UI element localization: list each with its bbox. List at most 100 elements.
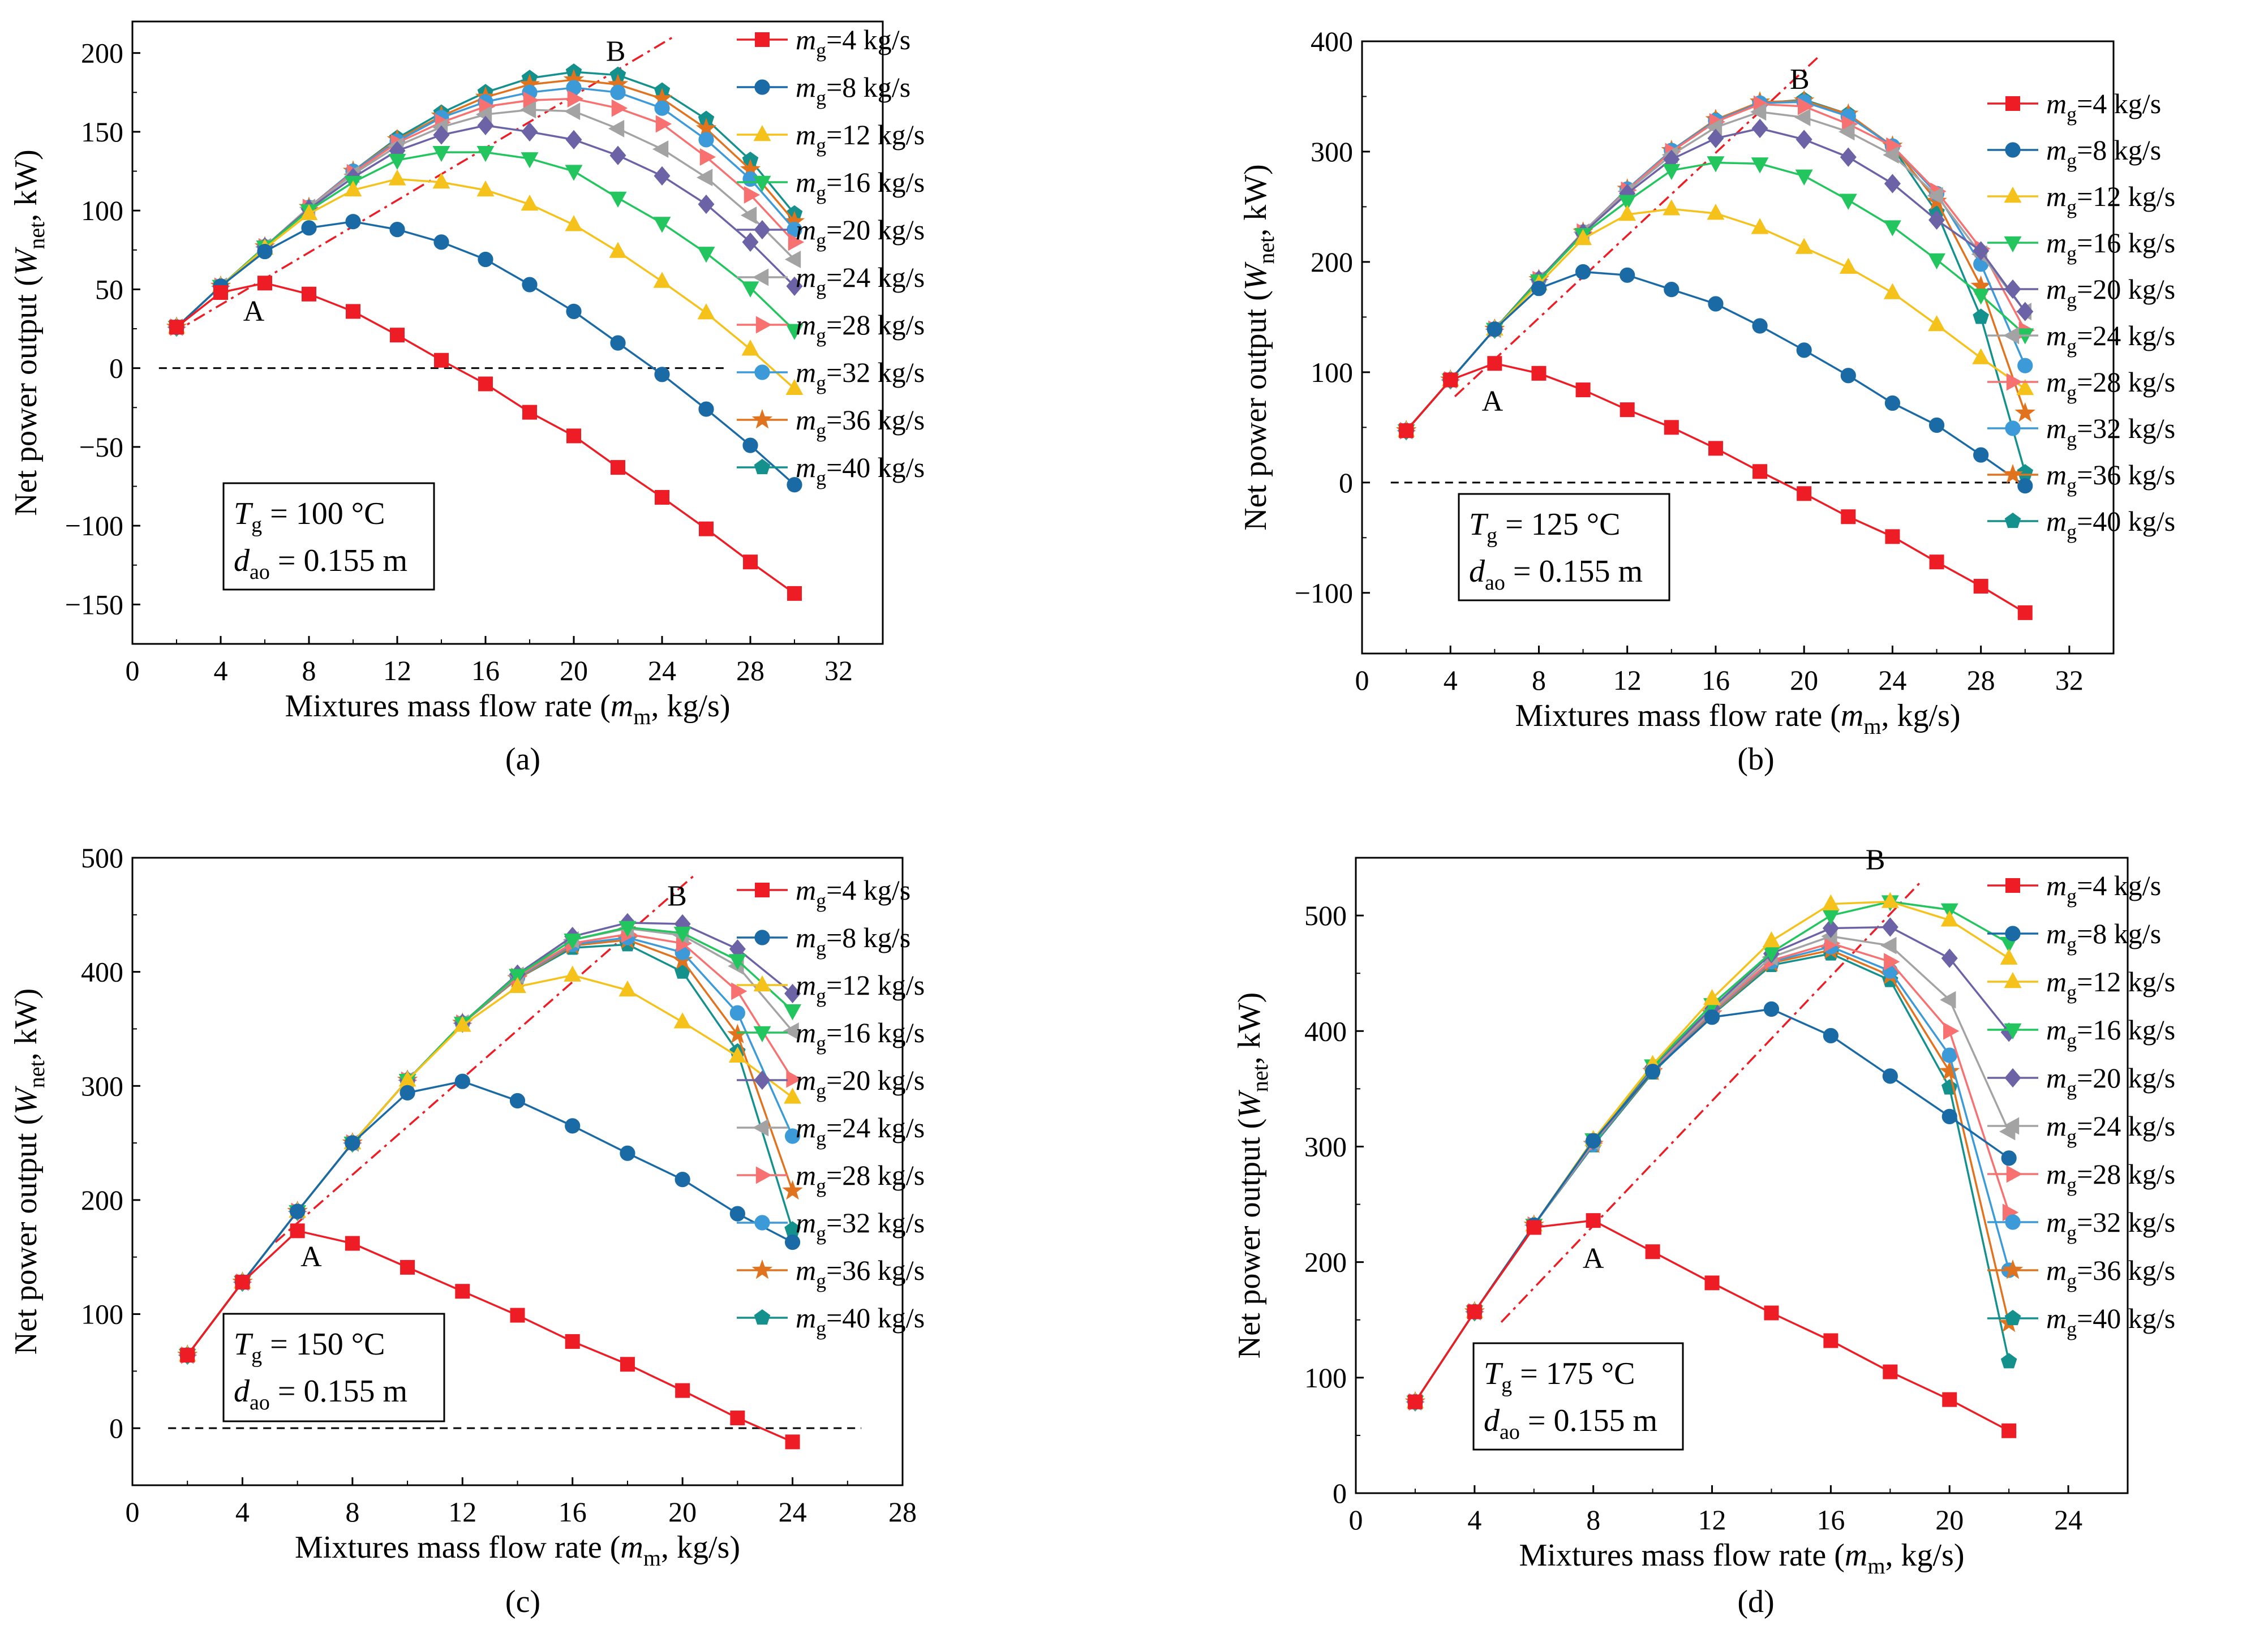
note-diameter: dao = 0.155 m bbox=[1469, 554, 1643, 595]
data-point bbox=[1797, 486, 1812, 501]
data-point bbox=[1764, 1305, 1779, 1321]
data-point bbox=[2017, 478, 2033, 494]
legend-label: mg=24 kg/s bbox=[796, 1112, 925, 1150]
data-point bbox=[1586, 1213, 1601, 1228]
optimal-trend-line bbox=[171, 35, 676, 334]
data-point bbox=[1839, 194, 1857, 210]
x-tick-label: 20 bbox=[1935, 1504, 1964, 1536]
data-point bbox=[1663, 199, 1681, 216]
data-point bbox=[509, 969, 526, 985]
legend-label: mg=8 kg/s bbox=[796, 922, 910, 960]
legend-label: mg=4 kg/s bbox=[2046, 870, 2161, 908]
legend-item: mg=24 kg/s bbox=[1987, 1110, 2175, 1148]
legend-label: mg=20 kg/s bbox=[2046, 1062, 2175, 1100]
legend-label: mg=12 kg/s bbox=[796, 969, 925, 1007]
data-point bbox=[729, 1206, 745, 1222]
legend-label: mg=40 kg/s bbox=[2046, 1302, 2175, 1340]
data-point bbox=[1586, 1133, 1601, 1149]
data-point bbox=[610, 84, 626, 100]
legend-marker bbox=[2005, 420, 2021, 436]
data-point bbox=[787, 477, 802, 493]
x-axis-title: Mixtures mass flow rate (mm, kg/s) bbox=[295, 1530, 740, 1571]
chart-panel-b: 0 4 8 12 16 20 24 28 32 −100 0 100 200 300 400 A B Tg = 1… bbox=[1238, 25, 2175, 777]
data-point bbox=[345, 1135, 360, 1151]
legend-item: mg=36 kg/s bbox=[1987, 459, 2175, 497]
legend-label: mg=8 kg/s bbox=[2046, 134, 2161, 172]
series-line bbox=[186, 974, 793, 1356]
data-point bbox=[257, 243, 273, 260]
legend-label: mg=4 kg/s bbox=[796, 874, 910, 912]
data-point bbox=[1704, 1009, 1720, 1025]
data-point bbox=[652, 140, 669, 158]
legend-marker bbox=[754, 79, 770, 95]
legend-marker bbox=[755, 883, 770, 897]
data-point bbox=[521, 152, 539, 169]
legend-item: mg=32 kg/s bbox=[1987, 1206, 2175, 1244]
series-4-kgs bbox=[1399, 356, 2033, 620]
data-point bbox=[476, 180, 495, 197]
legend-marker bbox=[754, 1309, 771, 1325]
data-point bbox=[1752, 464, 1768, 479]
legend-label: mg=24 kg/s bbox=[2046, 1110, 2175, 1148]
legend-label: mg=8 kg/s bbox=[796, 71, 910, 109]
legend-label: mg=12 kg/s bbox=[796, 119, 925, 157]
data-point bbox=[1823, 1027, 1839, 1044]
data-point bbox=[290, 1203, 306, 1219]
data-point bbox=[1645, 1244, 1660, 1259]
legend-marker bbox=[755, 1166, 772, 1184]
legend-label: mg=40 kg/s bbox=[796, 1302, 925, 1340]
data-point bbox=[620, 1357, 635, 1372]
legend-marker bbox=[2006, 373, 2023, 391]
legend-label: mg=12 kg/s bbox=[2046, 966, 2175, 1004]
y-tick-label: −100 bbox=[1295, 577, 1353, 609]
data-point bbox=[1881, 892, 1899, 908]
data-point bbox=[785, 379, 804, 395]
legend-marker bbox=[755, 316, 772, 334]
legend-marker bbox=[753, 975, 771, 992]
data-point bbox=[1928, 417, 1945, 433]
data-point bbox=[731, 982, 748, 1000]
data-point bbox=[655, 490, 669, 505]
data-point bbox=[476, 145, 495, 162]
x-tick-label: 32 bbox=[2055, 664, 2084, 696]
legend-item: mg=12 kg/s bbox=[737, 969, 925, 1007]
legend-item: mg=12 kg/s bbox=[737, 119, 925, 157]
data-point bbox=[609, 242, 627, 258]
series-line bbox=[1414, 900, 2010, 1403]
data-point bbox=[2017, 605, 2033, 620]
x-tick-label: 8 bbox=[1586, 1504, 1600, 1536]
data-point bbox=[2000, 948, 2018, 965]
legend-item: mg=32 kg/s bbox=[737, 356, 925, 394]
y-axis-title: Net power output (Wnet, kW) bbox=[1238, 164, 1279, 531]
legend-marker bbox=[2005, 96, 2020, 111]
data-point bbox=[728, 1046, 746, 1063]
x-axis-title: Mixtures mass flow rate (mm, kg/s) bbox=[1515, 698, 1961, 739]
data-point bbox=[1840, 368, 1856, 384]
legend-marker bbox=[2004, 279, 2021, 299]
x-tick-label: 24 bbox=[1878, 664, 1906, 696]
y-tick-label: 300 bbox=[81, 1070, 123, 1102]
data-point bbox=[2000, 1353, 2017, 1369]
note-diameter: dao = 0.155 m bbox=[234, 1374, 407, 1415]
legend-item: mg=28 kg/s bbox=[1987, 1158, 2175, 1196]
data-point bbox=[786, 276, 803, 296]
data-point bbox=[1883, 1364, 1898, 1379]
data-point bbox=[522, 277, 538, 293]
legend-marker bbox=[2004, 971, 2022, 988]
legend-marker bbox=[753, 1026, 771, 1043]
data-point bbox=[728, 954, 746, 970]
data-point bbox=[257, 276, 272, 291]
data-point bbox=[783, 1022, 799, 1040]
legend-marker bbox=[752, 268, 769, 286]
legend-label: mg=20 kg/s bbox=[796, 214, 925, 252]
note-diameter: dao = 0.155 m bbox=[1484, 1403, 1657, 1444]
data-point bbox=[744, 186, 761, 204]
data-point bbox=[1822, 918, 1839, 938]
data-point bbox=[1618, 204, 1636, 221]
data-point bbox=[1928, 253, 1946, 270]
note-temperature: Tg = 125 °C bbox=[1469, 507, 1620, 548]
series-12-kgs bbox=[178, 965, 802, 1362]
legend-marker bbox=[753, 124, 771, 141]
data-point bbox=[1883, 220, 1901, 237]
data-point bbox=[1708, 296, 1724, 312]
